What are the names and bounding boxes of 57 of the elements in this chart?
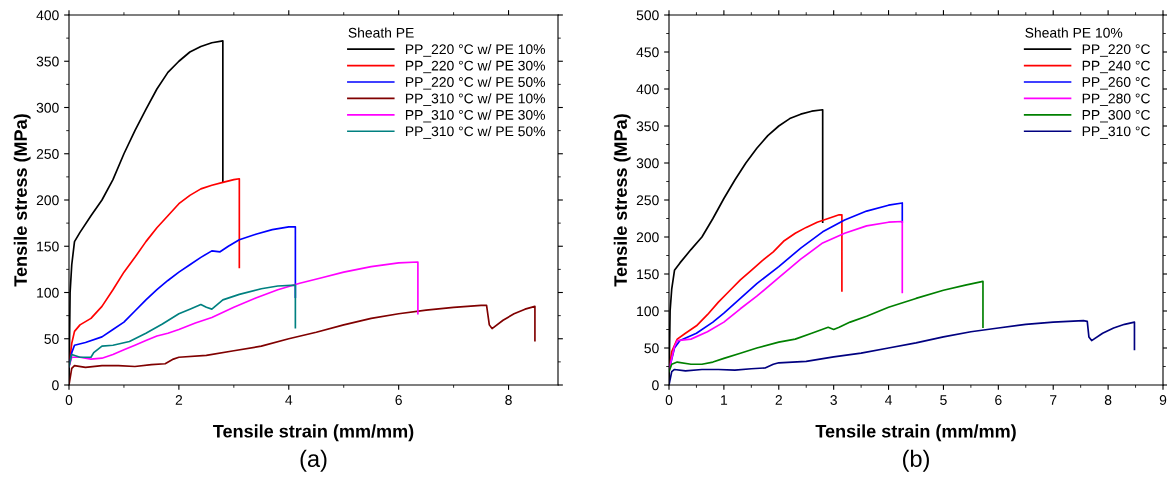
legend-label: PP_300 °C (1082, 109, 1150, 123)
y-tick-label: 300 (36, 102, 59, 113)
y-tick-label: 0 (52, 380, 59, 391)
y-tick-label: 350 (636, 121, 659, 132)
legend-label: PP_280 °C (1082, 93, 1150, 106)
line-series (669, 280, 984, 373)
y-tick-label: 400 (36, 10, 59, 21)
legend-label: PP_310 °C w/ PE 30% (405, 109, 546, 123)
y-tick-label: 250 (36, 149, 59, 159)
x-axis-title: Tensile strain (mm/mm) (213, 424, 414, 442)
legend-label: PP_240 °C (1082, 60, 1150, 74)
y-tick-label: 150 (637, 269, 659, 280)
y-tick-label: 200 (636, 232, 659, 243)
y-tick-label: 450 (636, 47, 659, 58)
x-tick-label: 2 (175, 395, 183, 405)
x-tick-label: 3 (830, 395, 837, 405)
legend-label: PP_310 °C w/ PE 10% (405, 93, 546, 106)
x-tick-label: 6 (995, 395, 1002, 405)
y-axis-title: Tensile stress (MPa) (13, 114, 31, 287)
x-tick-label: 8 (505, 395, 512, 405)
x-tick-label: 7 (1050, 395, 1057, 405)
legend-label: PP_310 °C w/ PE 50% (405, 126, 546, 139)
y-tick-label: 150 (37, 241, 59, 252)
x-tick-label: 4 (885, 395, 893, 405)
y-tick-label: 50 (44, 334, 59, 344)
y-tick-label: 500 (636, 10, 659, 21)
x-tick-label: 0 (65, 395, 73, 405)
legend-label: PP_310 °C (1082, 126, 1150, 139)
legend-title: Sheath PE 10% (1025, 27, 1123, 38)
legend-label: PP_220 °C w/ PE 50% (405, 76, 546, 90)
x-tick-label: 5 (940, 395, 947, 405)
x-tick-label: 2 (775, 395, 782, 405)
y-tick-label: 100 (37, 287, 59, 298)
y-tick-label: 250 (636, 195, 659, 206)
text: (b) (903, 449, 929, 472)
x-tick-label: 0 (665, 395, 673, 405)
legend-title: Sheath PE (348, 27, 414, 38)
x-tick-label: 8 (1104, 395, 1112, 405)
y-tick-label: 0 (652, 380, 659, 391)
y-tick-label: 50 (644, 343, 659, 354)
x-tick-label: 6 (395, 395, 402, 405)
y-tick-label: 300 (636, 158, 659, 169)
y-tick-label: 200 (36, 195, 59, 206)
legend-label: PP_260 °C (1082, 77, 1150, 90)
x-tick-label: 9 (1159, 395, 1167, 405)
y-tick-label: 350 (36, 56, 59, 67)
legend-label: PP_220 °C w/ PE 10% (405, 43, 546, 57)
legend-label: PP_220 °C w/ PE 30% (405, 60, 546, 74)
y-tick-label: 400 (636, 84, 659, 95)
y-tick-label: 100 (637, 306, 659, 317)
x-axis-title: Tensile strain (mm/mm) (815, 424, 1016, 442)
text: (a) (300, 449, 327, 472)
x-tick-label: 1 (721, 395, 728, 405)
x-tick-label: 4 (285, 395, 293, 405)
legend-label: PP_220 °C (1082, 44, 1150, 57)
y-axis-title: Tensile stress (MPa) (613, 114, 631, 287)
line-series (669, 319, 1136, 385)
